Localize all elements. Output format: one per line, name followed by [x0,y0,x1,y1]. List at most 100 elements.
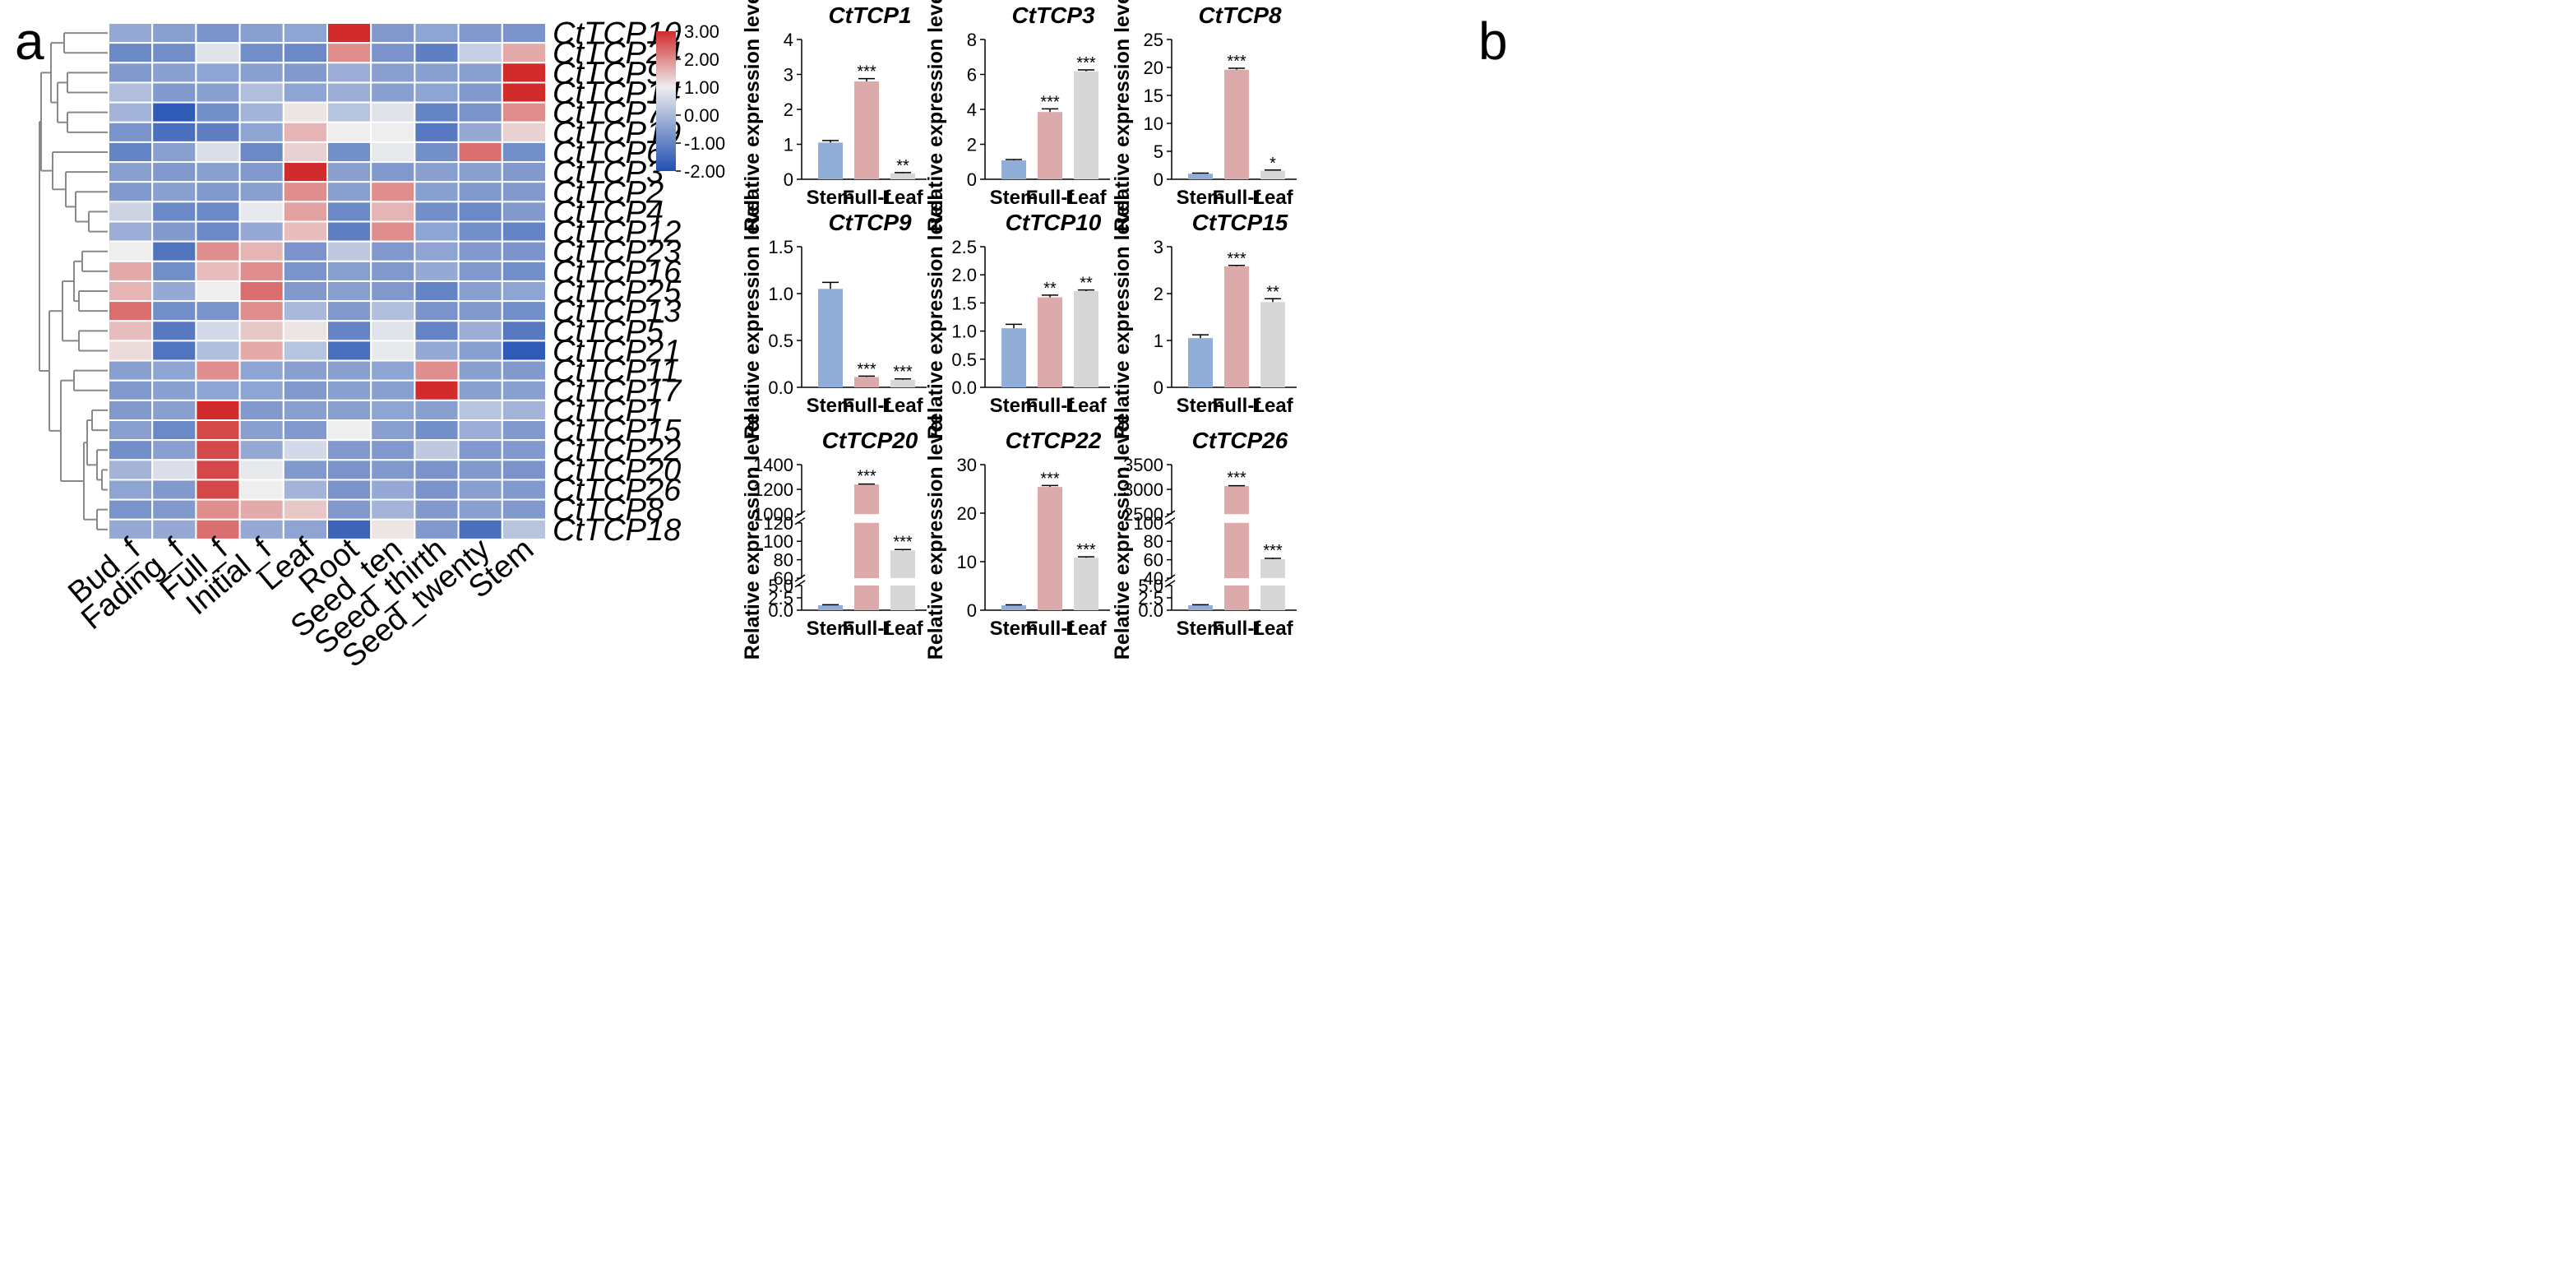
x-category-label: Stem [807,618,855,640]
heatmap-cell [108,141,154,164]
row-label: CtTCP6 [553,136,664,170]
heatmap-cell [108,359,154,382]
bar-chart-title: CtTCP20 [822,428,918,453]
heatmap-cell [108,201,154,223]
heatmap-cell [414,81,460,104]
significance-label: *** [893,363,913,382]
significance-label: *** [857,360,876,378]
heatmap-cell [195,379,241,401]
heatmap-cell [370,280,416,303]
heatmap-cell [282,101,328,123]
y-tick-label: 80 [1144,531,1163,552]
y-axis-label: Relative expression level [924,415,947,660]
heatmap-cell [195,81,241,104]
heatmap-cell [195,42,241,64]
heatmap-cell [501,498,547,521]
axis-break-mark [794,517,806,525]
heatmap-cell [457,260,503,282]
y-tick-label: 1.5 [768,237,793,257]
heatmap-cell [238,300,284,322]
heatmap-cell [414,479,460,501]
heatmap-cell [326,22,372,44]
axis-break-mark [1164,580,1176,588]
y-axis-label: Relative expression level [741,415,764,660]
heatmap-cell [414,240,460,262]
heatmap-cell [370,220,416,243]
significance-label: *** [1227,53,1246,71]
heatmap-cell [326,300,372,322]
y-tick-label: 1 [1154,331,1163,351]
heatmap-cell [282,280,328,303]
colorbar-legend: 3.00 2.00 1.00 0.00 -1.00 -2.00 [656,21,725,182]
heatmap-cell [238,121,284,143]
row-label: CtTCP15 [553,414,682,448]
heatmap-cell [501,81,547,104]
heatmap-cell [238,518,284,540]
y-tick-label: 0.0 [1138,600,1163,621]
y-tick-label: 1.5 [951,293,977,313]
heatmap-cell [108,419,154,442]
heatmap-cell [501,359,547,382]
heatmap-cell [151,22,197,44]
heatmap-cell [238,359,284,382]
heatmap-cell [238,320,284,342]
bar [1038,112,1062,179]
heatmap-cell [501,240,547,262]
y-tick-label: 5.0 [768,576,793,596]
bar [890,173,915,179]
heatmap-cell [370,240,416,262]
bar-chart-cttcp3: CtTCP3 Relative expression level 0 2 4 6 8 *** *… [924,0,1110,232]
x-category-label: Full-f [1213,187,1262,209]
y-axis-label: Relative expression level [1111,0,1134,232]
heatmap-cell [151,359,197,382]
heatmap-cell [370,161,416,183]
heatmap-cell [195,240,241,262]
heatmap-cell [151,439,197,461]
heatmap-cell [151,161,197,183]
heatmap-cell [108,379,154,401]
heatmap-cell [326,498,372,521]
heatmap-cell [501,161,547,183]
bar [1038,297,1062,387]
heatmap-cell [501,280,547,303]
x-category-label: Leaf [1252,618,1293,640]
bar [1188,338,1213,387]
heatmap-cell [326,201,372,223]
heatmap-cell [151,300,197,322]
heatmap-cell [501,201,547,223]
y-tick-label: 15 [1144,86,1163,106]
axis-break-mark [794,580,806,588]
row-label: CtTCP22 [553,433,681,468]
heatmap-cell [501,62,547,84]
heatmap-cell [370,379,416,401]
heatmap-cell [414,399,460,422]
y-tick-label: 0 [967,169,977,190]
bar [818,289,843,387]
x-category-label: Full-f [843,618,892,640]
row-label: CtTCP12 [553,215,681,250]
x-category-label: Stem [990,618,1038,640]
y-tick-label: 1200 [753,479,793,500]
x-category-label: Stem [807,395,855,417]
heatmap-cell [501,300,547,322]
significance-label: *** [1040,470,1060,488]
heatmap-cell [370,22,416,44]
row-label: CtTCP4 [553,195,664,229]
y-tick-label: 1400 [753,455,793,475]
bar-chart-cttcp26: CtTCP26 Relative expression level 0.02.55.… [1111,415,1297,660]
heatmap-cell [282,201,328,223]
heatmap-cell [151,141,197,164]
heatmap-cell [326,518,372,540]
heatmap-cell [370,42,416,64]
bar-break-gap [853,514,880,523]
heatmap-cell [457,240,503,262]
bar [1260,302,1285,387]
heatmap-cell [326,260,372,282]
y-axis-label: Relative expression level [924,0,947,232]
heatmap-cell [501,181,547,203]
heatmap-cell [501,419,547,442]
heatmap-cell [414,141,460,164]
heatmap-cell [282,419,328,442]
